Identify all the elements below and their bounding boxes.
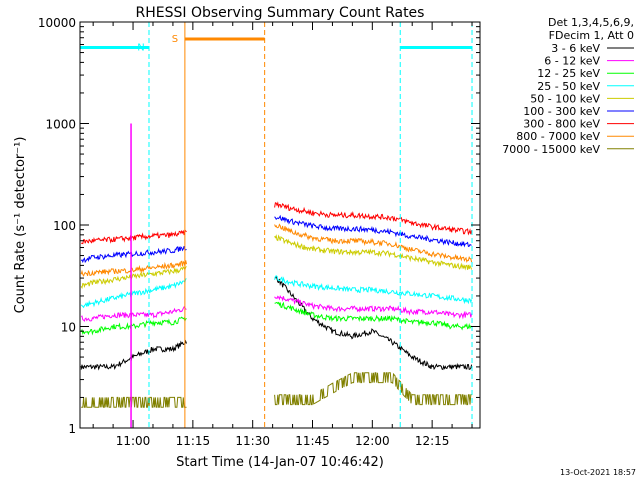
legend-header-line-1: Det 1,3,4,5,6,9, — [548, 16, 634, 29]
series-6 — [81, 201, 473, 245]
y-tick-label-1: 10 — [61, 321, 76, 335]
legend-label-2: 12 - 25 keV — [537, 67, 600, 80]
series-7 — [80, 223, 473, 277]
series-line-0-1 — [274, 276, 473, 371]
y-tick-label-4: 10000 — [38, 16, 76, 30]
x-tick-label-3: 11:45 — [295, 434, 330, 448]
annotation-label-0: N — [137, 43, 144, 54]
series-line-8-0 — [81, 396, 187, 408]
series-line-0-0 — [80, 339, 187, 371]
x-tick-label-1: 11:15 — [176, 434, 211, 448]
series-line-3-1 — [274, 275, 473, 305]
series-line-2-0 — [80, 316, 187, 336]
series-line-6-0 — [81, 229, 187, 245]
x-tick-label-2: 11:30 — [235, 434, 270, 448]
legend-label-8: 7000 - 15000 keV — [502, 143, 600, 156]
legend-label-7: 800 - 7000 keV — [516, 130, 600, 143]
y-tick-label-2: 100 — [53, 219, 76, 233]
series-line-5-1 — [274, 214, 472, 248]
legend-label-6: 300 - 800 keV — [523, 118, 600, 131]
series-line-7-0 — [80, 260, 187, 277]
y-tick-label-0: 1 — [68, 422, 76, 436]
annotation-label-1: S — [172, 34, 178, 45]
series-line-4-0 — [80, 266, 187, 290]
series-line-1-0 — [80, 306, 187, 322]
legend-label-3: 25 - 50 keV — [537, 80, 600, 93]
series-line-8-1 — [274, 372, 472, 406]
text-layer: RHESSI Observing Summary Count Rates Sta… — [13, 5, 636, 477]
series-line-4-1 — [274, 234, 473, 271]
legend-header-line-2: FDecim 1, Att 0 — [549, 29, 634, 42]
series-line-3-0 — [80, 278, 187, 309]
legend-label-5: 100 - 300 keV — [523, 105, 600, 118]
series-line-1-1 — [274, 295, 473, 320]
series-line-2-1 — [274, 301, 472, 331]
x-tick-label-4: 12:00 — [355, 434, 390, 448]
series-line-7-1 — [274, 223, 473, 263]
x-axis-label: Start Time (14-Jan-07 10:46:42) — [176, 455, 384, 470]
y-tick-label-3: 1000 — [45, 118, 76, 132]
series-0 — [80, 276, 473, 371]
series-5 — [80, 214, 472, 264]
legend-label-1: 6 - 12 keV — [544, 55, 600, 68]
legend-label-4: 50 - 100 keV — [530, 92, 600, 105]
series-2 — [80, 301, 472, 336]
series-4 — [80, 234, 473, 290]
series-3 — [80, 275, 473, 309]
chart-title: RHESSI Observing Summary Count Rates — [136, 5, 425, 21]
legend-label-0: 3 - 6 keV — [551, 42, 600, 55]
x-tick-label-0: 11:00 — [116, 434, 151, 448]
x-tick-label-5: 12:15 — [415, 434, 450, 448]
series-1 — [80, 295, 473, 322]
series-line-6-1 — [274, 201, 473, 236]
axes-layer: 11:00 11:15 11:30 11:45 12:00 12:15 1 10 100 1000… — [38, 16, 481, 448]
series-line-5-0 — [80, 245, 187, 264]
series-8 — [81, 372, 472, 408]
y-axis-label: Count Rate (s⁻¹ detector⁻¹) — [13, 137, 28, 314]
footer-date: 13-Oct-2021 18:57 — [560, 468, 636, 477]
data-layer — [80, 123, 473, 428]
